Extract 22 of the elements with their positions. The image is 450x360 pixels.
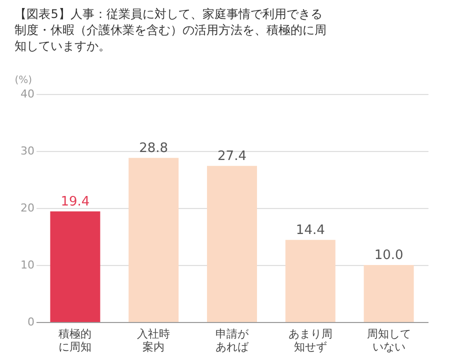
- x-tick-label: 申請があれば: [216, 328, 250, 354]
- y-axis-title: (%): [14, 75, 32, 86]
- x-tick-label: 積極的に周知: [58, 328, 92, 354]
- y-tick-label: 20: [20, 202, 34, 214]
- y-tick-label: 30: [20, 144, 34, 158]
- chart-title: 【図表5】人事：従業員に対して、家庭事情で利用できる制度・休暇（介護休業を含む）の活用方法を、積極的に周知していますか。: [14, 7, 327, 53]
- bar: [285, 240, 336, 322]
- y-tick-label: 40: [20, 88, 34, 100]
- y-tick-label: 0: [28, 316, 34, 328]
- x-tick-label: 周知していない: [366, 328, 411, 354]
- bar: [128, 158, 179, 322]
- data-label: 27.4: [218, 148, 246, 164]
- bar: [50, 211, 100, 322]
- x-tick-label: 入社時案内: [137, 328, 170, 354]
- data-label: 10.0: [374, 248, 404, 263]
- data-label: 28.8: [139, 140, 168, 156]
- bar: [364, 265, 414, 322]
- y-tick-label: 10: [20, 258, 34, 272]
- x-tick-label: あまり周知せず: [288, 328, 332, 354]
- data-label: 19.4: [60, 194, 90, 210]
- data-label: 14.4: [296, 222, 325, 238]
- bar: [207, 166, 257, 322]
